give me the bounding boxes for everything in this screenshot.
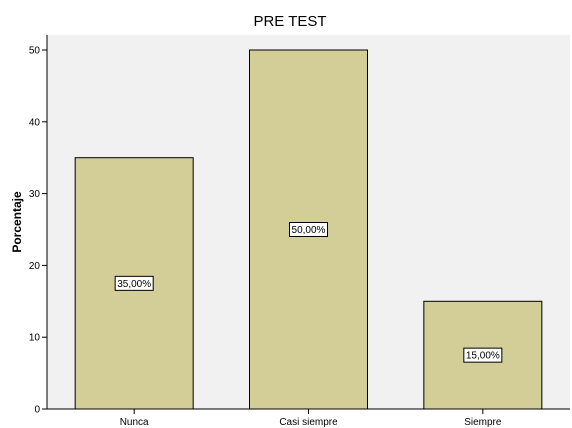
y-tick-label: 50 — [29, 46, 41, 57]
x-tick-label: Siempre — [464, 417, 502, 428]
x-axis: Nunca Casi siempre Siempre — [47, 408, 570, 428]
data-label: 50,00% — [292, 225, 326, 236]
x-tick-label: Nunca — [120, 417, 149, 428]
data-label-box — [289, 222, 328, 237]
y-tick-label: 10 — [29, 333, 41, 344]
y-tick-label: 20 — [29, 261, 41, 272]
y-tick-label: 30 — [29, 189, 41, 200]
bars: 35,00% 50,00% 15,00% — [74, 49, 543, 410]
data-label: 35,00% — [117, 279, 151, 290]
y-axis: 0 10 20 30 40 50 — [29, 35, 48, 416]
data-label-box — [463, 347, 503, 363]
y-tick-label: 40 — [29, 117, 41, 128]
y-tick-label: 0 — [34, 405, 40, 416]
x-tick-label: Casi siempre — [279, 417, 338, 428]
data-label-box — [114, 275, 154, 291]
data-label: 15,00% — [466, 351, 500, 362]
chart-title: PRE TEST — [253, 13, 326, 30]
y-axis-label: Porcentaje — [10, 191, 24, 253]
